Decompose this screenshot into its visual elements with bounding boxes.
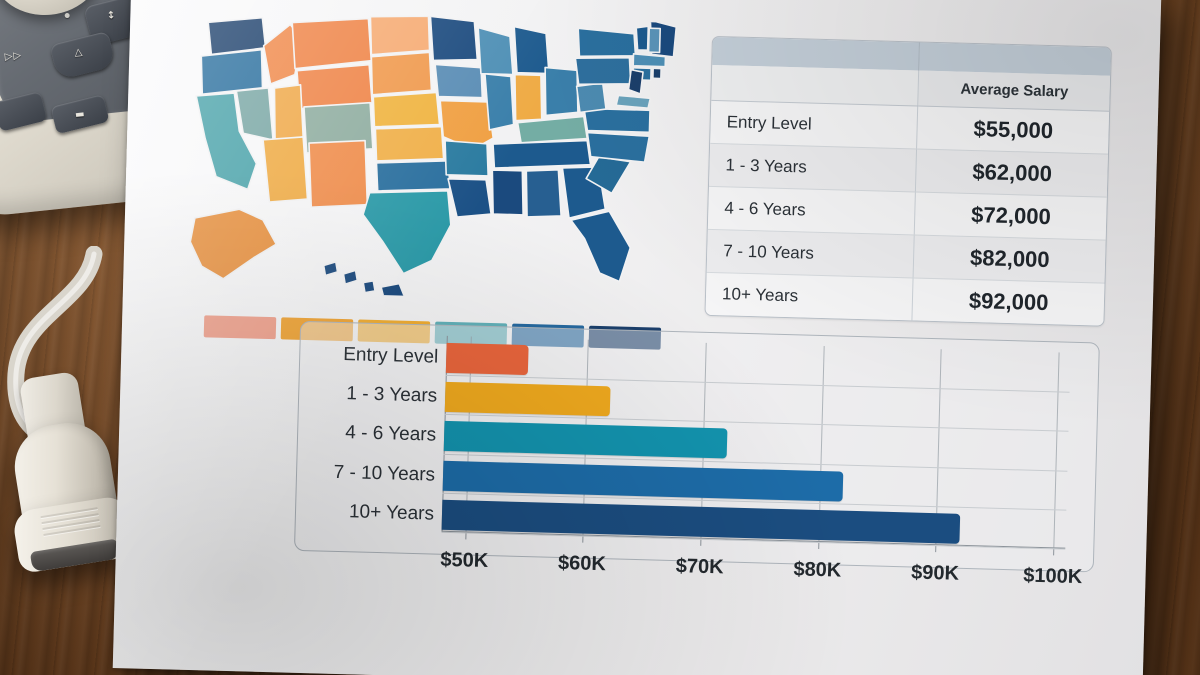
state-nd bbox=[369, 15, 431, 56]
state-tx bbox=[362, 190, 452, 275]
indicator-dot bbox=[64, 12, 70, 19]
state-sd bbox=[370, 51, 433, 96]
row-salary: $55,000 bbox=[917, 106, 1110, 155]
row-label: 1 - 3 Years bbox=[708, 143, 918, 192]
state-wv bbox=[575, 82, 607, 114]
salary-bar-chart: $50K $60K $70K $80K $90K $100K Entry Level 1 - … bbox=[293, 320, 1100, 588]
table-header-blank bbox=[711, 64, 920, 107]
state-mn bbox=[429, 15, 479, 62]
state-ri bbox=[652, 67, 662, 80]
state-pa bbox=[574, 56, 632, 86]
state-il bbox=[484, 72, 515, 131]
row-label: Entry Level bbox=[710, 100, 919, 150]
state-ak bbox=[189, 208, 278, 280]
row-salary: $92,000 bbox=[912, 277, 1105, 326]
chart-plot-area: $50K $60K $70K $80K $90K $100K Entry Level 1 - … bbox=[333, 335, 1083, 588]
chart-category-label: 1 - 3 Years bbox=[346, 383, 438, 407]
us-salary-choropleth-map bbox=[183, 10, 710, 304]
state-nc bbox=[586, 131, 651, 163]
salary-table: Average Salary Entry Level $55,000 1 - 3… bbox=[704, 35, 1112, 327]
state-hi bbox=[322, 261, 339, 277]
chart-category-label: Entry Level bbox=[342, 344, 439, 368]
state-nm bbox=[308, 139, 369, 208]
state-tn bbox=[492, 139, 592, 169]
state-ut bbox=[273, 84, 304, 141]
chart-bar bbox=[445, 342, 530, 376]
state-hi bbox=[362, 280, 376, 294]
legend-swatch bbox=[203, 315, 277, 340]
chart-x-tick-label: $80K bbox=[793, 558, 842, 582]
state-wi bbox=[477, 26, 514, 76]
chart-x-tickmark bbox=[700, 538, 702, 546]
depth-icon: ↕ bbox=[106, 10, 116, 22]
state-ks bbox=[374, 125, 445, 162]
chart-category-label: 4 - 6 Years bbox=[345, 422, 437, 447]
state-mi bbox=[513, 25, 550, 75]
state-ma bbox=[632, 53, 667, 68]
state-al bbox=[525, 169, 562, 218]
minus-icon: ▬ bbox=[74, 108, 86, 121]
state-mt bbox=[291, 17, 373, 70]
state-ky bbox=[516, 115, 589, 144]
chart-bar bbox=[443, 421, 727, 459]
chart-x-tick-label: $90K bbox=[910, 561, 960, 585]
row-label: 10+ Years bbox=[705, 272, 914, 321]
chart-bar bbox=[444, 382, 611, 417]
state-vt bbox=[635, 25, 650, 51]
state-ia bbox=[434, 63, 484, 99]
table-header-average-salary: Average Salary bbox=[918, 70, 1111, 112]
chart-category-label: 7 - 10 Years bbox=[333, 461, 436, 486]
gain-icon: △ bbox=[74, 46, 83, 59]
state-az bbox=[262, 136, 309, 203]
row-label: 7 - 10 Years bbox=[706, 229, 915, 278]
state-ok bbox=[375, 160, 451, 192]
state-ar bbox=[444, 139, 489, 177]
state-fl bbox=[570, 210, 632, 283]
state-oh bbox=[544, 66, 579, 117]
state-nv bbox=[235, 87, 274, 141]
row-label: 4 - 6 Years bbox=[707, 186, 916, 235]
printed-report-sheet: Average Salary Entry Level $55,000 1 - 3… bbox=[112, 0, 1162, 675]
menu-label: ▷▷ bbox=[4, 50, 23, 63]
state-la bbox=[447, 178, 492, 218]
row-salary: $72,000 bbox=[914, 191, 1107, 241]
row-salary: $82,000 bbox=[913, 234, 1106, 284]
state-in bbox=[514, 73, 543, 122]
state-ne bbox=[372, 91, 441, 128]
state-ca bbox=[195, 92, 258, 191]
state-hi bbox=[342, 269, 359, 285]
map-svg bbox=[189, 15, 678, 302]
chart-x-tick-label: $60K bbox=[557, 551, 607, 576]
state-va bbox=[583, 107, 651, 134]
state-ms bbox=[491, 169, 524, 216]
chart-x-tick-label: $50K bbox=[440, 548, 489, 573]
state-nh bbox=[647, 27, 662, 54]
chart-x-tick-label: $100K bbox=[1023, 564, 1083, 589]
state-hi bbox=[380, 282, 406, 302]
chart-x-tick-label: $70K bbox=[675, 555, 724, 579]
state-ny bbox=[577, 27, 637, 58]
state-md bbox=[615, 94, 652, 110]
state-nj bbox=[627, 68, 644, 95]
row-salary: $62,000 bbox=[915, 149, 1108, 198]
chart-gridline bbox=[1053, 352, 1060, 549]
ultrasound-probe bbox=[0, 246, 240, 666]
chart-category-label: 10+ Years bbox=[348, 501, 435, 525]
